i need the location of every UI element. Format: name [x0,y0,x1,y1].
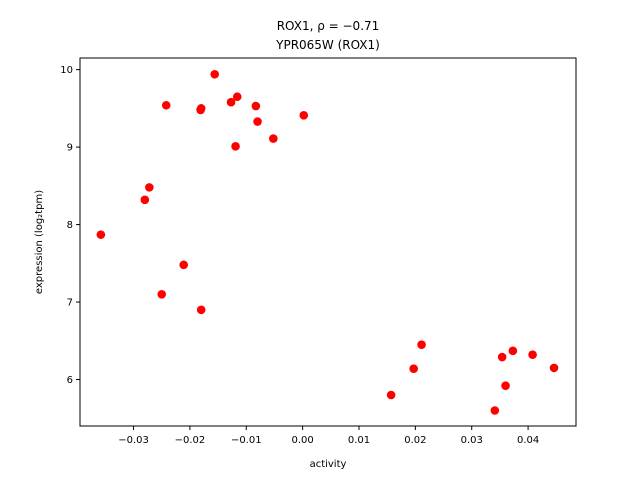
data-point-18 [409,364,418,373]
data-point-14 [253,117,262,126]
x-tick-label: −0.03 [118,435,149,446]
data-point-17 [386,390,396,400]
plot-frame [79,57,577,427]
x-axis-ticks: −0.03 −0.02 −0.01 0.00 0.01 0.02 0.03 0.04 [118,426,539,446]
y-tick-label: 7 [67,298,73,309]
data-point-9 [210,69,220,79]
data-point-25 [549,363,559,373]
data-point-5 [179,260,189,270]
x-tick-label: 0.02 [404,435,426,446]
x-tick-label: −0.02 [175,435,206,446]
x-axis-label: activity [310,459,347,470]
data-point-19 [417,340,426,349]
x-tick-label: 0.00 [292,435,314,446]
data-point-23 [508,346,518,356]
y-tick-label: 9 [67,143,73,154]
data-point-11 [231,142,240,151]
points-layer [96,69,559,415]
data-point-10 [226,97,236,107]
data-point-13 [251,101,261,111]
data-point-8 [196,305,206,315]
data-point-16 [299,111,309,120]
data-point-24 [528,350,537,360]
data-point-15 [269,134,278,143]
x-tick-label: 0.01 [348,435,370,446]
data-point-0 [96,230,106,239]
data-point-7 [196,104,206,113]
data-point-3 [157,289,167,299]
data-point-4 [161,100,171,110]
y-axis-ticks: 6 7 8 9 10 [60,65,80,386]
y-tick-label: 10 [60,65,73,76]
y-tick-label: 6 [67,375,73,386]
chart-title-line2: YPR065W (ROX1) [275,38,380,52]
data-point-21 [497,352,507,362]
data-point-2 [145,183,154,192]
data-point-20 [490,406,500,415]
data-point-1 [140,195,150,205]
chart-title-line1: ROX1, ρ = −0.71 [277,19,380,33]
data-point-12 [232,92,242,102]
x-tick-label: 0.04 [517,435,539,446]
y-tick-label: 8 [67,220,73,231]
y-axis-label: expression (log₂tpm) [34,190,45,294]
x-tick-label: 0.03 [461,435,483,446]
data-point-22 [501,381,510,391]
x-tick-label: −0.01 [231,435,262,446]
